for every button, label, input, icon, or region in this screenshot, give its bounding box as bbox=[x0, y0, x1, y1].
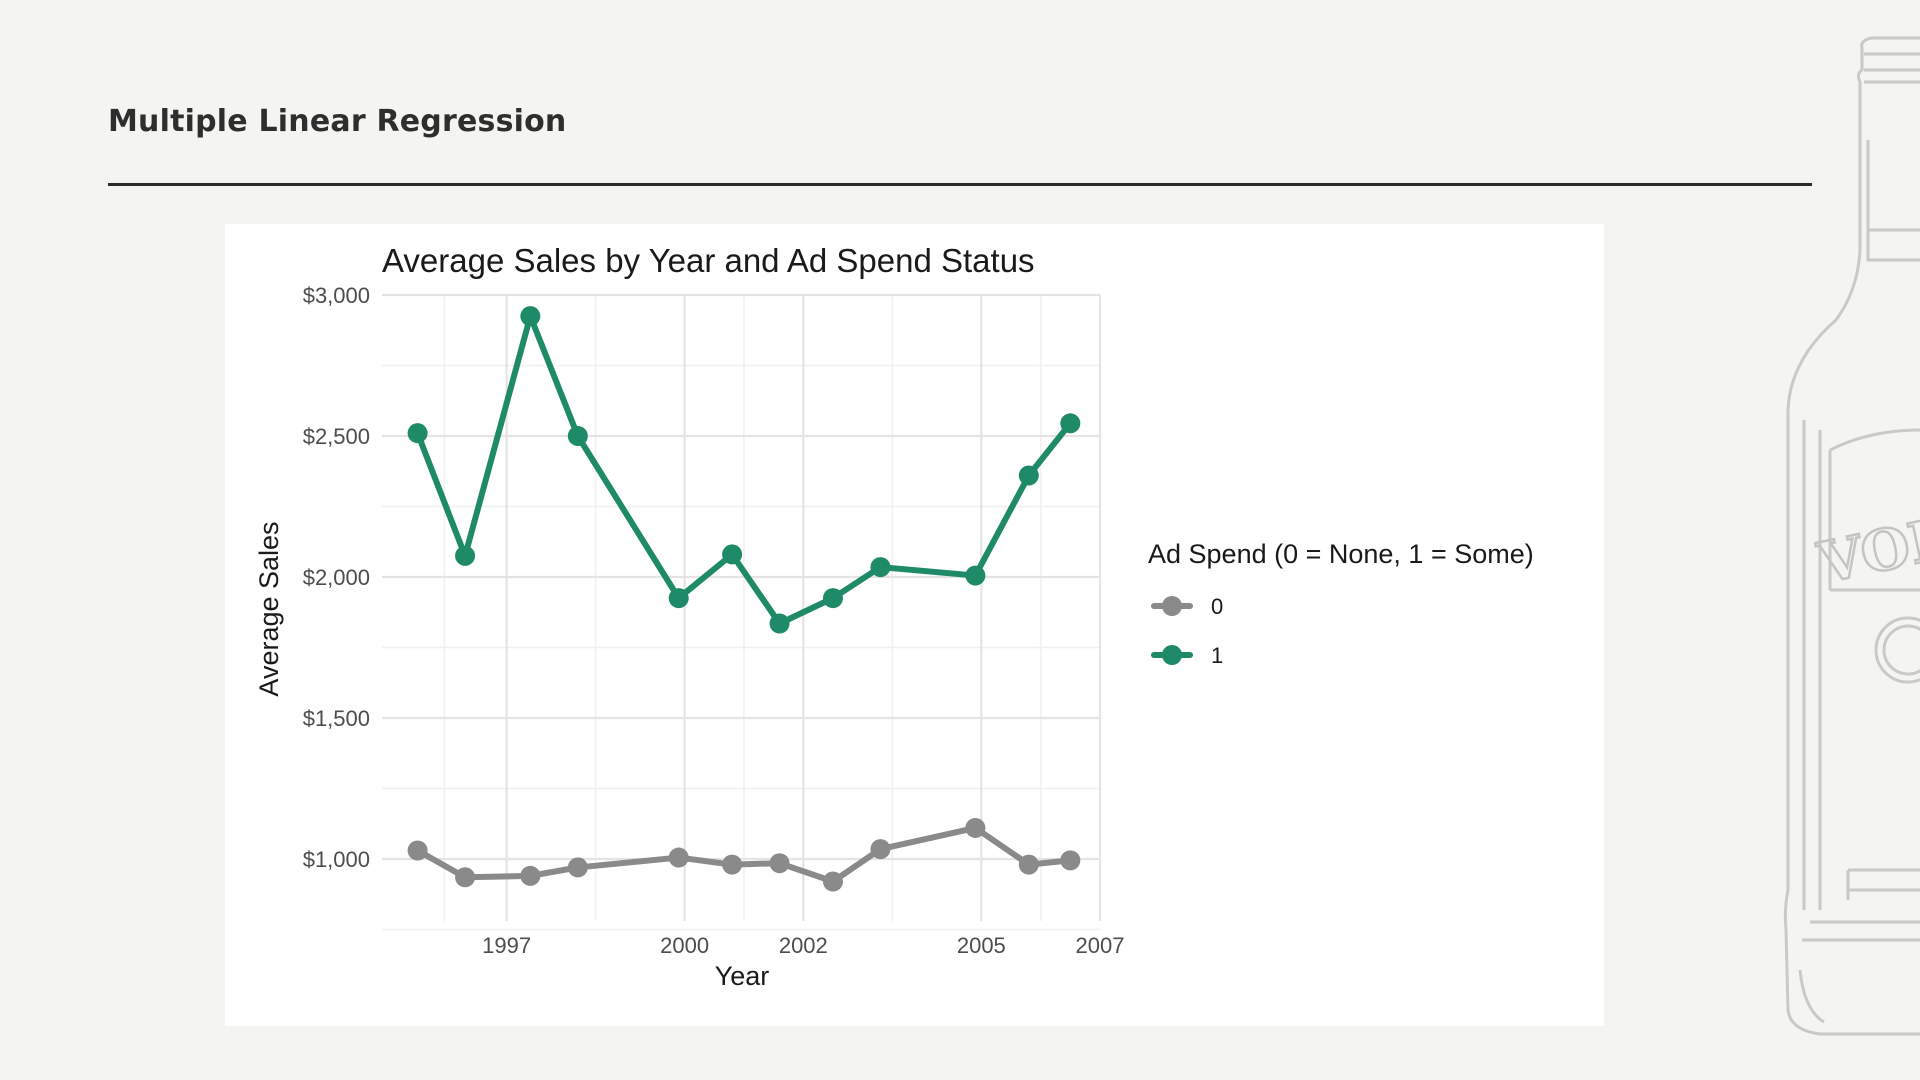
data-point bbox=[668, 847, 689, 868]
grid-major bbox=[382, 293, 1102, 921]
data-point bbox=[722, 544, 743, 565]
y-tick-label: $1,500 bbox=[303, 706, 370, 731]
x-tick-label: 2000 bbox=[660, 933, 709, 958]
data-point bbox=[1018, 854, 1039, 875]
data-point bbox=[965, 565, 986, 586]
data-point bbox=[407, 423, 428, 444]
bottle-illustration: VOD bbox=[1783, 36, 1920, 1036]
data-point bbox=[822, 588, 843, 609]
data-point bbox=[1060, 850, 1081, 871]
series-1 bbox=[407, 306, 1081, 634]
x-tick-label: 1997 bbox=[482, 933, 531, 958]
legend: 01 bbox=[1151, 594, 1223, 668]
data-point bbox=[769, 853, 790, 874]
data-point bbox=[870, 839, 891, 860]
chart-title: Average Sales by Year and Ad Spend Statu… bbox=[382, 242, 1035, 279]
data-point bbox=[520, 306, 541, 327]
x-tick-label: 2005 bbox=[957, 933, 1006, 958]
legend-label: 1 bbox=[1211, 643, 1223, 668]
data-point bbox=[407, 840, 428, 861]
legend-item-1: 1 bbox=[1151, 643, 1223, 668]
series-line bbox=[414, 313, 1074, 627]
data-point bbox=[567, 425, 588, 446]
data-point bbox=[1018, 465, 1039, 486]
data-point bbox=[722, 854, 743, 875]
x-tick-label: 2002 bbox=[779, 933, 828, 958]
title-divider bbox=[108, 183, 1812, 186]
grid-minor bbox=[382, 295, 1100, 931]
series-0 bbox=[407, 817, 1081, 892]
data-point bbox=[769, 613, 790, 634]
data-point bbox=[668, 588, 689, 609]
x-tick-label: 2007 bbox=[1076, 933, 1125, 958]
bottle-label: VOD bbox=[1812, 503, 1920, 597]
data-point bbox=[822, 871, 843, 892]
data-point bbox=[870, 557, 891, 578]
data-point bbox=[455, 545, 476, 566]
chart-card: Average Sales by Year and Ad Spend Statu… bbox=[225, 224, 1604, 1026]
page-title: Multiple Linear Regression bbox=[108, 104, 567, 139]
y-tick-label: $2,000 bbox=[303, 565, 370, 590]
y-tick-label: $1,000 bbox=[303, 847, 370, 872]
legend-label: 0 bbox=[1211, 594, 1223, 619]
data-point bbox=[455, 867, 476, 888]
series-layer bbox=[407, 306, 1081, 892]
x-axis-label: Year bbox=[715, 961, 770, 991]
series-line bbox=[414, 824, 1074, 885]
line-chart: Average Sales by Year and Ad Spend Statu… bbox=[254, 242, 1534, 991]
data-point bbox=[1060, 413, 1081, 434]
legend-swatch-point bbox=[1162, 645, 1182, 665]
data-point bbox=[965, 817, 986, 838]
y-axis-ticks: $1,000 $1,500 $2,000 $2,500 $3,000 bbox=[303, 283, 370, 872]
legend-swatch-point bbox=[1162, 596, 1182, 616]
y-tick-label: $3,000 bbox=[303, 283, 370, 308]
data-point bbox=[567, 857, 588, 878]
x-axis-ticks: 1997 2000 2002 2005 2007 bbox=[482, 933, 1124, 958]
y-axis-label: Average Sales bbox=[254, 521, 284, 696]
legend-item-0: 0 bbox=[1151, 594, 1223, 619]
y-tick-label: $2,500 bbox=[303, 424, 370, 449]
legend-title: Ad Spend (0 = None, 1 = Some) bbox=[1148, 539, 1534, 569]
data-point bbox=[520, 865, 541, 886]
